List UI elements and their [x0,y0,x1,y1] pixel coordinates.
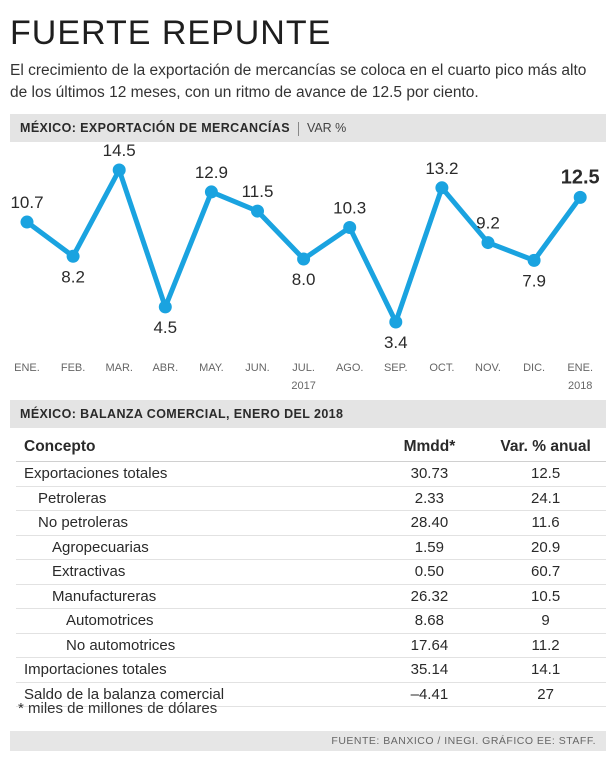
data-label: 10.7 [10,193,43,212]
source-line: FUENTE: BANXICO / INEGI. GRÁFICO EE: STA… [10,731,606,751]
data-label: 3.4 [384,333,408,352]
chart-header-label: MÉXICO: EXPORTACIÓN DE MERCANCÍAS [20,121,290,135]
column-header-concept: Concepto [16,433,374,462]
cell-var: 14.1 [485,657,606,683]
data-point [66,249,80,263]
cell-concept: Petroleras [16,486,374,511]
x-tick-label: ENE. [567,362,593,374]
x-tick-label: AGO. [336,362,364,374]
x-tick-label: SEP. [384,362,408,374]
cell-concept: Exportaciones totales [16,461,374,487]
data-point [389,315,403,329]
data-label: 14.5 [103,142,136,160]
header-divider [297,121,299,136]
series-line [25,167,583,325]
data-label: 10.3 [333,199,366,218]
table-row: No petroleras 28.40 11.6 [16,510,606,536]
cell-mmdd: 30.73 [373,461,486,487]
cell-concept: Agropecuarias [16,535,374,560]
year-label: 2017 [291,380,315,392]
table-row: Automotrices 8.68 9 [16,608,606,634]
cell-concept: Importaciones totales [16,657,374,683]
cell-mmdd: 0.50 [373,559,486,585]
page-title: FUERTE REPUNTE [10,14,332,52]
x-tick-label: ABR. [152,362,178,374]
cell-mmdd: 28.40 [373,510,486,536]
cell-var: 27 [485,682,606,707]
data-point [297,252,311,266]
data-label: 4.5 [153,318,177,337]
data-point [573,190,587,204]
data-label: 8.2 [61,267,85,286]
cell-mmdd: 17.64 [373,633,486,658]
cell-mmdd: 2.33 [373,486,486,511]
data-point [112,163,126,177]
data-point [481,236,495,250]
cell-mmdd: 8.68 [373,608,486,634]
cell-var: 20.9 [485,535,606,560]
year-label: 2018 [568,380,592,392]
data-label: 12.9 [195,163,228,182]
x-tick-label: NOV. [475,362,501,374]
table-row: Importaciones totales 35.14 14.1 [16,657,606,683]
x-tick-label: DIC. [523,362,545,374]
line-chart: 10.7 8.2 14.5 4.5 12.9 11.5 8.0 10.3 3.4 13.2 9.2 7… [10,142,600,392]
data-point [20,215,34,229]
x-tick-label: JUN. [245,362,269,374]
data-label: 13.2 [425,159,458,178]
table-row: Agropecuarias 1.59 20.9 [16,535,606,560]
data-point [527,253,541,267]
data-label: 9.2 [476,214,500,233]
table-row: Petroleras 2.33 24.1 [16,486,606,511]
data-label: 12.5 [561,166,600,188]
table-row: No automotrices 17.64 11.2 [16,633,606,658]
data-point [435,181,449,195]
cell-var: 12.5 [485,461,606,487]
cell-var: 11.6 [485,510,606,536]
table-row: Saldo de la balanza comercial –4.41 27 [16,682,606,707]
cell-concept: Automotrices [16,608,374,634]
cell-var: 24.1 [485,486,606,511]
x-tick-label: JUL. [292,362,315,374]
column-header-var: Var. % anual [485,433,606,462]
cell-var: 60.7 [485,559,606,585]
cell-var: 10.5 [485,584,606,609]
cell-mmdd: 26.32 [373,584,486,609]
chart-header: MÉXICO: EXPORTACIÓN DE MERCANCÍAS VAR % [10,114,606,142]
table-row: Manufactureras 26.32 10.5 [16,584,606,609]
x-tick-label: FEB. [61,362,85,374]
data-point [343,221,357,235]
chart-header-unit: VAR % [306,121,347,135]
data-label: 11.5 [242,182,274,201]
subtitle: El crecimiento de la exportación de merc… [10,62,587,101]
data-point [204,185,218,199]
column-header-mmdd: Mmdd* [373,433,486,462]
table-row: Exportaciones totales 30.73 12.5 [16,461,606,487]
data-point [251,204,264,218]
trade-balance-table: Concepto Mmdd* Var. % anual Exportacione… [16,433,606,707]
data-label: 7.9 [522,271,546,290]
cell-concept: Extractivas [16,559,374,585]
x-tick-label: MAY. [199,362,224,374]
cell-mmdd: 1.59 [373,535,486,560]
x-tick-label: MAR. [105,362,133,374]
table-header: MÉXICO: BALANZA COMERCIAL, ENERO DEL 201… [10,400,606,428]
cell-concept: No automotrices [16,633,374,658]
x-tick-label: ENE. [14,362,40,374]
footnote: * miles de millones de dólares [18,700,218,717]
table-row: Extractivas 0.50 60.7 [16,559,606,585]
x-tick-label: OCT. [429,362,454,374]
table-header-label: MÉXICO: BALANZA COMERCIAL, ENERO DEL 201… [20,407,344,421]
cell-var: 9 [485,608,606,634]
data-label: 8.0 [292,270,316,289]
cell-mmdd: 35.14 [373,657,486,683]
cell-concept: Manufactureras [16,584,374,609]
table-header-row: Concepto Mmdd* Var. % anual [16,433,606,462]
data-point [158,300,172,314]
cell-concept: No petroleras [16,510,374,536]
cell-concept: Saldo de la balanza comercial [16,682,374,707]
cell-mmdd: –4.41 [373,682,486,707]
cell-var: 11.2 [485,633,606,658]
